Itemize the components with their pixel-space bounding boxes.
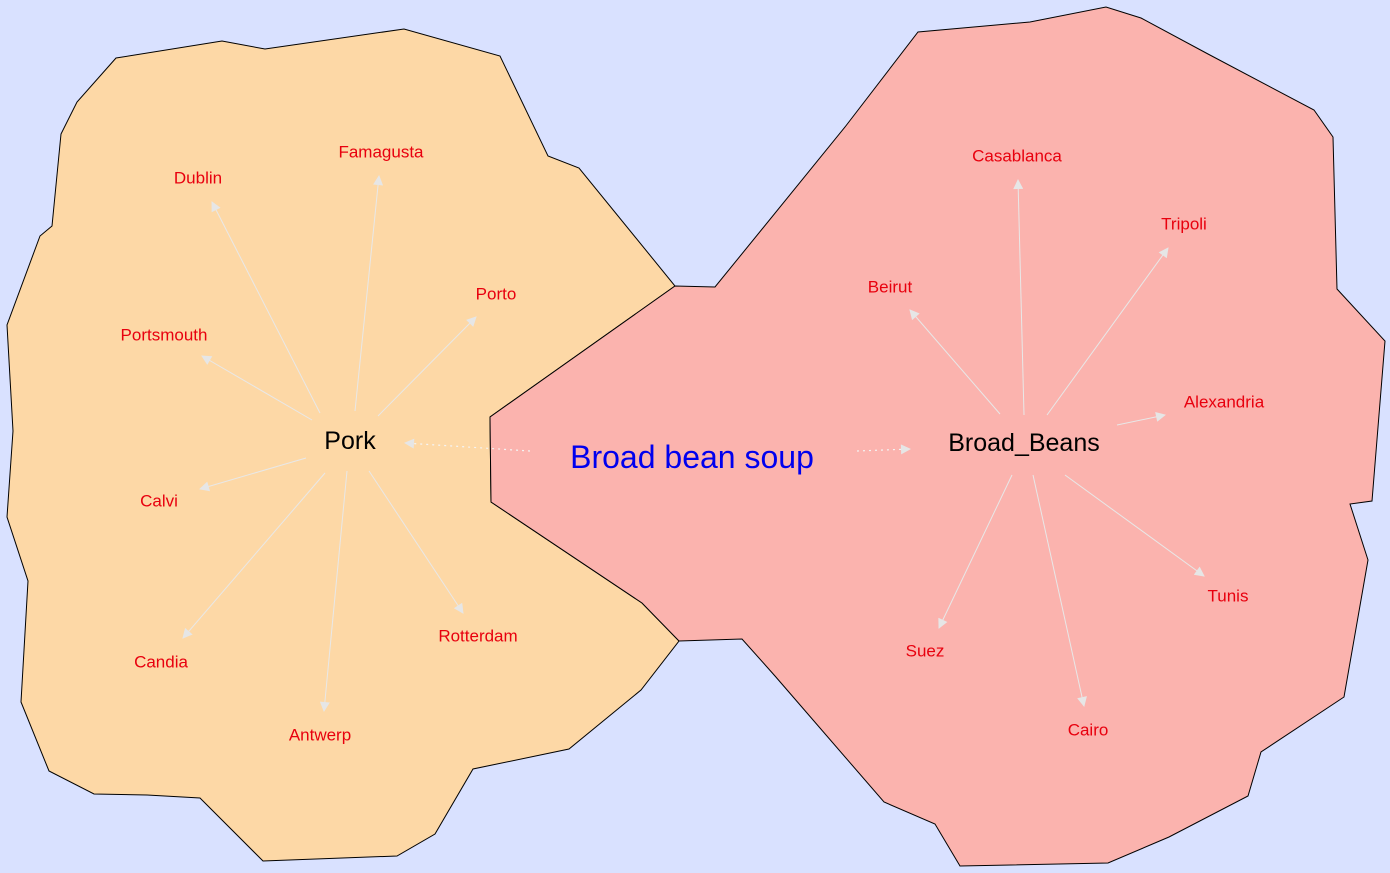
- edge-pork-to-rotterdam: [368, 470, 464, 614]
- edge-broad-beans-to-tunis: [1064, 474, 1205, 577]
- edge-pork-to-famagusta: [354, 175, 384, 412]
- leaf-node-porto: Porto: [476, 285, 517, 304]
- leaf-node-dublin: Dublin: [174, 169, 222, 188]
- edge-pork-to-calvi: [199, 457, 307, 492]
- center-node-label: Broad bean soup: [570, 439, 814, 475]
- hub-node-broad-beans: Broad_Beans: [948, 429, 1100, 457]
- edge-pork-to-portsmouth: [201, 355, 313, 421]
- edge-broad-beans-to-casablanca: [1013, 179, 1025, 416]
- edge-pork-to-porto: [377, 316, 477, 417]
- leaf-node-suez: Suez: [906, 642, 945, 661]
- edge-broad-beans-to-tripoli: [1046, 247, 1169, 416]
- leaf-node-casablanca: Casablanca: [972, 147, 1062, 166]
- leaf-node-cairo: Cairo: [1068, 721, 1109, 740]
- edge-broad-beans-to-beirut: [909, 309, 1001, 415]
- broad-beans-region: [489, 6, 1386, 867]
- leaf-node-beirut: Beirut: [868, 278, 913, 297]
- leaf-node-tripoli: Tripoli: [1161, 215, 1207, 234]
- leaf-node-antwerp: Antwerp: [289, 726, 351, 745]
- leaf-node-famagusta: Famagusta: [338, 143, 424, 162]
- labels: Broad bean soup Pork Dublin Famagusta Porto P…: [121, 143, 1265, 745]
- edge-pork-to-antwerp: [319, 470, 348, 712]
- edge-broad-beans-to-suez: [938, 474, 1013, 629]
- edge-broad-beans-to-cairo: [1032, 474, 1087, 707]
- leaf-node-calvi: Calvi: [140, 492, 178, 511]
- edge-pork-to-candia: [182, 472, 326, 639]
- leaf-node-alexandria: Alexandria: [1184, 393, 1265, 412]
- leaf-node-rotterdam: Rotterdam: [438, 627, 517, 646]
- edge-broad-beans-to-alexandria: [1116, 411, 1166, 426]
- leaf-node-tunis: Tunis: [1208, 587, 1249, 606]
- edge-pork-to-dublin: [211, 201, 321, 414]
- leaf-node-candia: Candia: [134, 653, 188, 672]
- edges: [182, 175, 1205, 712]
- leaf-node-portsmouth: Portsmouth: [121, 326, 208, 345]
- hub-node-pork: Pork: [324, 427, 376, 455]
- pork-region: [6, 28, 680, 862]
